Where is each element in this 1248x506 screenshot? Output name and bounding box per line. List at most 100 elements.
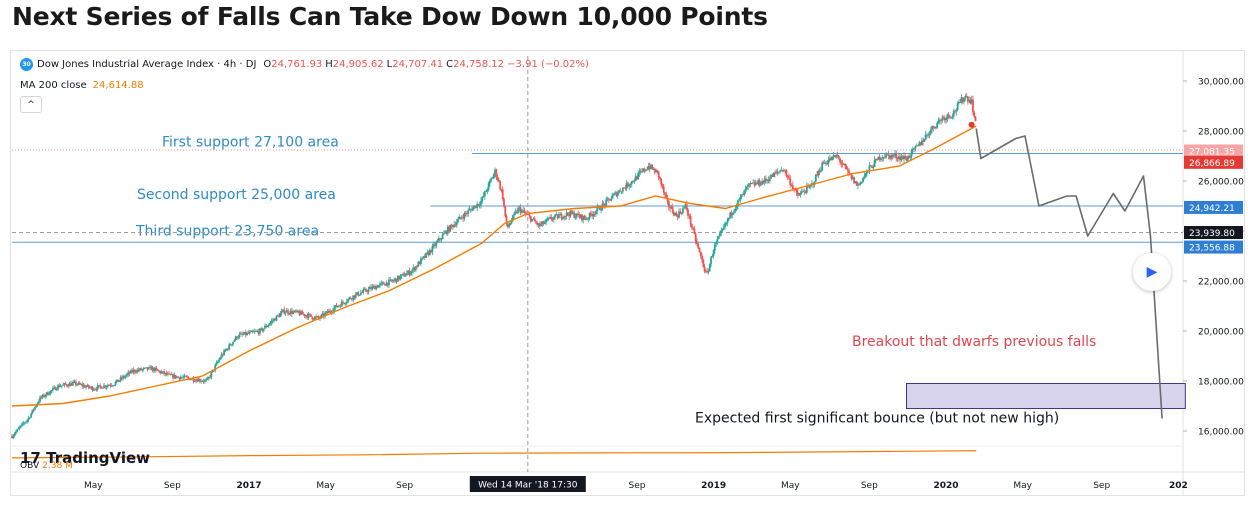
candle-body [854,181,857,184]
candle-body [228,344,231,350]
candle-body [89,387,91,389]
candle-body [559,213,562,216]
candle-body [86,385,89,387]
collapse-legend-button[interactable]: ^ [20,96,42,113]
candle-body [372,285,375,287]
candle-body [218,359,220,362]
candle-body [825,162,827,164]
candle-body [726,219,729,223]
candle-body [637,173,640,180]
candle-body [920,140,923,145]
candle-body [264,325,266,329]
time-tick-label: Sep [861,481,878,491]
candle-body [635,176,638,180]
candle-body [422,256,425,258]
candle-body [504,206,507,216]
candle-body [150,366,153,371]
candle-body [232,341,234,345]
candle-body [325,311,328,314]
candle-body [128,372,131,374]
candle-body [531,219,533,222]
candle-body [739,196,742,200]
candle-body [236,336,238,339]
candle-body [436,240,439,243]
candle-body [716,238,719,243]
candle-body [537,223,540,225]
candle-body [478,204,481,206]
ma-legend[interactable]: MA 200 close 24,614.88 [20,80,144,91]
candle-body [554,214,556,218]
candle-body [586,218,588,220]
candle-body [834,155,836,158]
candle-body [830,158,833,160]
candle-body [910,149,913,157]
candle-body [937,120,940,123]
projection [968,121,1163,419]
candle-body [959,102,962,103]
candle-body [687,209,689,216]
symbol-legend[interactable]: 30 Dow Jones Industrial Average Index · … [20,58,589,71]
candle-body [328,310,330,313]
price-tag-label: 26,866.89 [1189,159,1235,169]
candle-body [131,370,134,373]
candle-body [133,369,136,373]
candle-body [13,433,16,436]
candle-body [889,155,891,159]
candle-body [30,413,33,418]
candle-body [368,287,371,289]
candle-body [660,178,663,185]
candle-body [685,204,688,210]
candle-body [643,168,646,172]
candle-body [694,233,697,242]
candle-body [684,204,687,208]
candle-body [736,200,739,207]
candle-body [26,419,29,422]
candle-body [224,350,227,352]
candle-body [285,310,288,313]
candle-body [469,209,472,211]
candle-body [357,292,360,296]
candle-body [545,219,548,223]
candle-body [338,305,341,307]
candle-body [956,103,959,111]
candle-body [404,275,407,277]
candle-body [140,368,142,371]
play-button[interactable]: ▶ [1133,253,1171,291]
candle-body [206,378,209,380]
candle-body [40,396,43,398]
candle-body [765,178,767,181]
candle-body [752,182,755,184]
candle-body [805,186,808,193]
candle-body [432,244,435,246]
candle-body [178,377,181,380]
candle-body [137,369,140,371]
obv-legend[interactable]: OBV 2.38 M [20,461,73,471]
candle-body [219,357,222,360]
candle-body [175,376,178,378]
candle-body [905,158,908,161]
candle-body [527,214,530,216]
candle-body [468,209,471,211]
candle-body [316,316,319,318]
candle-body [869,165,872,167]
candle-body [600,209,603,211]
candle-body [267,324,270,326]
candle-body [200,381,203,382]
candle-body [352,295,355,300]
candle-body [912,148,914,150]
candle-body [633,181,636,182]
candle-body [535,221,537,223]
candle-body [324,313,326,317]
candle-body [958,102,960,104]
candle-body [365,288,367,292]
candle-body [334,305,337,308]
candle-body [184,375,187,377]
candle-body [101,387,104,389]
symbol-title[interactable]: Dow Jones Industrial Average Index · 4h … [37,59,257,70]
candle-body [164,372,167,375]
candle-body [207,377,210,379]
candle-body [380,282,383,284]
candle-body [955,110,958,112]
candle-body [777,171,780,173]
